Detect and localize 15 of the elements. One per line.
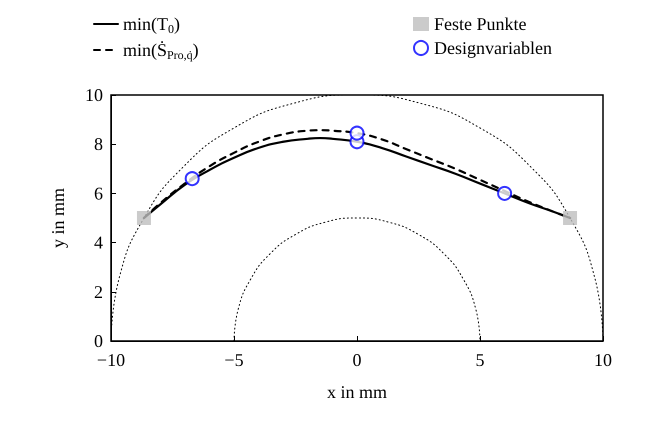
x-tick-label: 5 [476,350,484,370]
x-tick-label: −10 [96,350,126,370]
y-tick-label: 0 [94,331,103,351]
x-tick-label: 10 [594,350,612,370]
legend-label: Designvariablen [434,38,552,58]
x-axis-title: x in mm [326,382,388,402]
y-tick-label: 8 [94,134,103,154]
legend-label: Feste Punkte [434,14,527,34]
y-tick-label: 6 [94,183,103,204]
x-tick-label: 0 [352,350,362,370]
y-tick-label: 4 [94,232,103,253]
x-tick-label: −5 [224,350,244,370]
y-axis-title: y in mm [48,188,68,248]
y-tick-label: 10 [85,85,103,105]
y-tick-label: 2 [94,282,103,302]
